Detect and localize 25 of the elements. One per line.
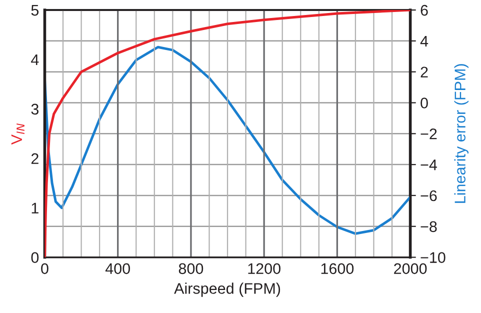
y-axis-title: V$_{IN}$ [11,123,24,145]
y2-tick-label: −4 [420,160,437,170]
y-tick-label: 0 [31,252,39,263]
x-tick-label: 1600 [321,263,354,274]
y-tick-label: 5 [31,5,39,16]
y2-tick-label: 6 [420,4,428,16]
y-tick-label: 3 [31,104,39,115]
y-tick-label: 4 [31,54,39,66]
y2-tick-label: −6 [420,190,437,202]
y2-tick-label: 4 [420,36,428,46]
y2-tick-label: 2 [420,66,428,78]
y2-axis-title: Linearity error (FPM) [454,64,469,203]
y-tick-label: 2 [31,153,38,164]
x-tick-label: 1200 [248,263,280,274]
x-tick-label: 0 [41,263,48,274]
y2-tick-label: −2 [420,128,437,140]
x-tick-label: 800 [178,263,204,274]
y2-tick-label: 0 [420,98,428,108]
y-tick-label: 1 [32,202,38,214]
x-tick-label: 400 [105,263,130,274]
x-tick-label: 2000 [394,263,427,274]
y2-tick-label: −10 [420,252,446,263]
x-axis-title: Airspeed (FPM) [174,282,280,297]
line-series [44,46,410,235]
y2-tick-label: −8 [420,221,437,232]
